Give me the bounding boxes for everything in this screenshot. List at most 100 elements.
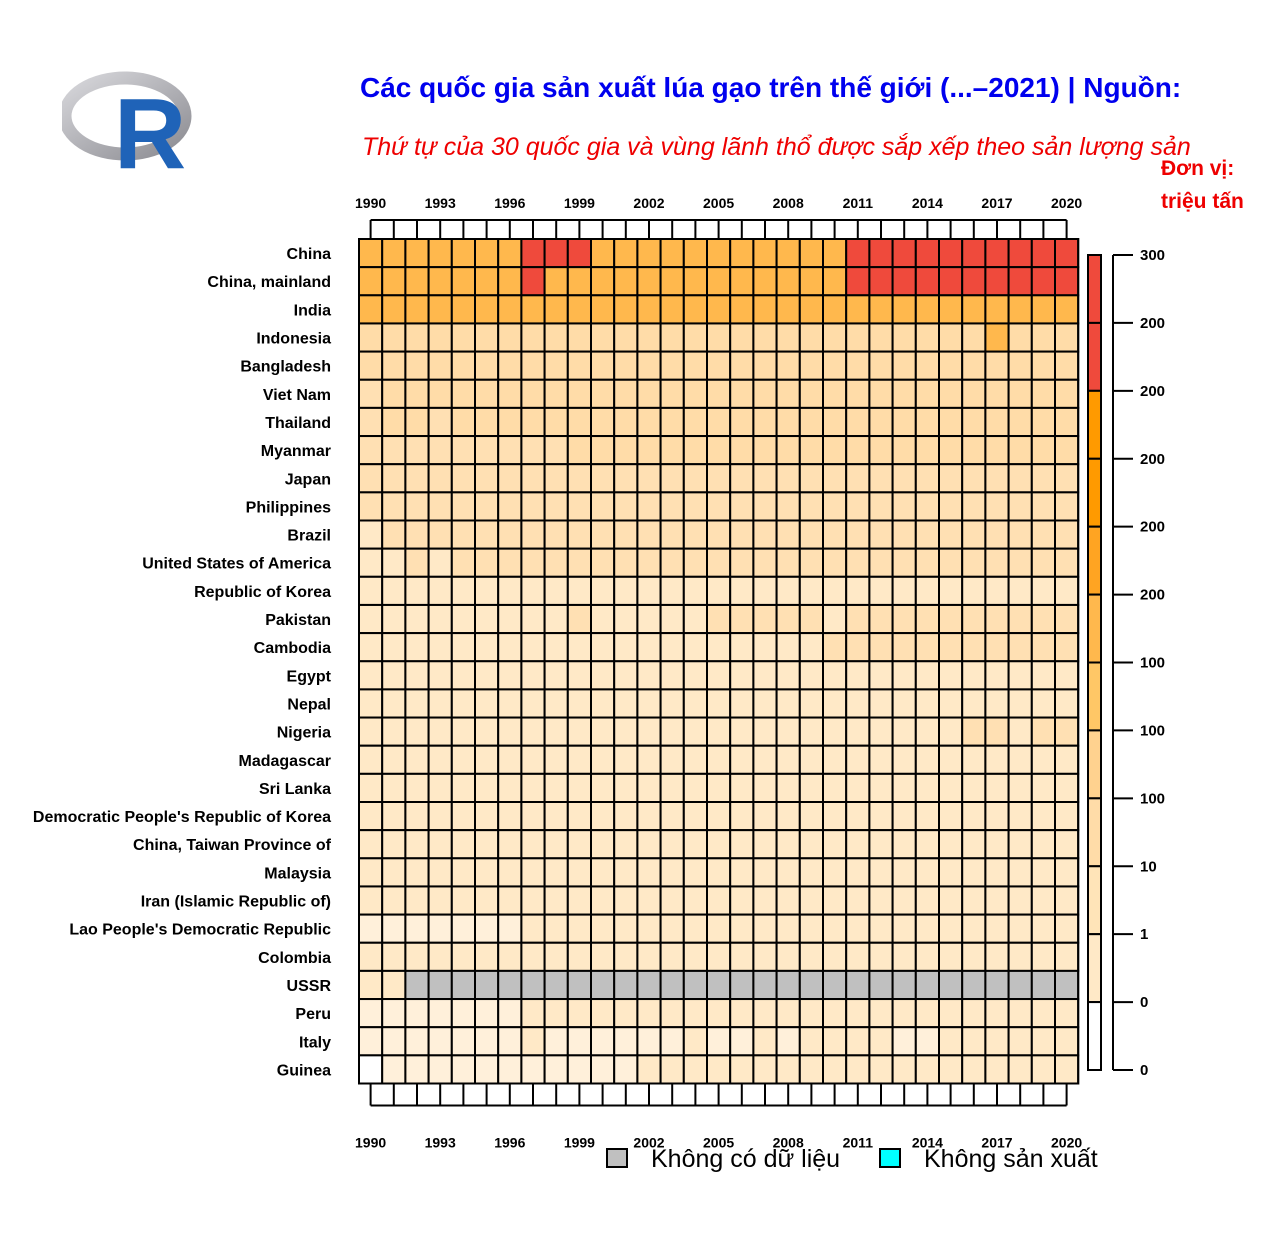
heatmap-cell	[427, 491, 453, 522]
heatmap-cell	[358, 491, 384, 522]
heatmap-cell	[822, 660, 848, 691]
heatmap-cell	[404, 350, 430, 381]
heatmap-cell	[961, 716, 987, 747]
heatmap-cell	[729, 688, 755, 719]
heatmap-cell	[938, 885, 964, 916]
heatmap-cell	[1007, 632, 1033, 663]
heatmap-cell	[520, 378, 546, 409]
heatmap-cell	[427, 463, 453, 494]
heatmap-cell	[1054, 1054, 1080, 1085]
heatmap-cell	[1030, 266, 1057, 297]
heatmap-cell	[404, 744, 430, 775]
heatmap-cell	[868, 435, 894, 466]
heatmap-cell	[845, 294, 871, 325]
x-tick-label-top: 2008	[773, 195, 804, 211]
heatmap-cell	[984, 294, 1010, 325]
heatmap-cell	[450, 294, 476, 325]
heatmap-cell	[682, 378, 708, 409]
heatmap-cell	[566, 294, 592, 325]
heatmap-cell	[450, 463, 476, 494]
heatmap-cell	[706, 941, 732, 972]
heatmap-cell	[891, 632, 917, 663]
heatmap-cell	[1007, 913, 1033, 944]
heatmap-cell	[1007, 716, 1033, 747]
heatmap-cell	[427, 294, 453, 325]
heatmap-cell	[775, 322, 801, 353]
heatmap-cell	[1030, 969, 1057, 1001]
heatmap-cell	[450, 575, 476, 606]
heatmap-cell	[520, 857, 546, 888]
country-label: Malaysia	[264, 865, 331, 882]
heatmap-cell	[381, 547, 407, 578]
heatmap-cell	[474, 688, 500, 719]
heatmap-cell	[566, 435, 592, 466]
heatmap-cell	[520, 238, 546, 269]
heatmap-cell	[682, 716, 708, 747]
heatmap-cell	[474, 406, 500, 438]
heatmap-cell	[497, 744, 523, 775]
heatmap-cell	[636, 266, 662, 297]
heatmap-cell	[752, 632, 778, 663]
heatmap-cell	[914, 632, 940, 663]
heatmap-cell	[613, 463, 639, 494]
heatmap-cell	[636, 632, 662, 663]
heatmap-cell	[613, 406, 639, 438]
heatmap-cell	[706, 913, 732, 944]
heatmap-cell	[381, 688, 407, 719]
heatmap-cell	[891, 744, 917, 775]
heatmap-cell	[358, 463, 384, 494]
heatmap-cell	[450, 491, 476, 522]
heatmap-cell	[845, 406, 871, 438]
heatmap-cell	[1030, 519, 1057, 550]
heatmap-cell	[520, 716, 546, 747]
heatmap-cell	[381, 294, 407, 325]
heatmap-cell	[543, 660, 569, 691]
heatmap-cell	[543, 1054, 569, 1085]
heatmap-cell	[497, 491, 523, 522]
country-label: Viet Nam	[263, 387, 331, 404]
heatmap-cell	[566, 744, 592, 775]
heatmap-cell	[984, 969, 1010, 1001]
heatmap-cell	[729, 941, 755, 972]
heatmap-cell	[474, 998, 500, 1029]
heatmap-cell	[1030, 829, 1057, 860]
heatmap-cell	[961, 772, 987, 803]
heatmap-cell	[845, 238, 871, 269]
heatmap-cell	[914, 772, 940, 803]
heatmap-cell	[775, 998, 801, 1029]
heatmap-cell	[358, 266, 384, 297]
heatmap-cell	[822, 519, 848, 550]
heatmap-cell	[706, 772, 732, 803]
heatmap-cell	[682, 744, 708, 775]
country-label: Bangladesh	[240, 359, 331, 376]
heatmap-cell	[729, 322, 755, 353]
heatmap-cell	[682, 969, 708, 1001]
heatmap-cell	[636, 857, 662, 888]
heatmap-cell	[682, 519, 708, 550]
heatmap-cell	[775, 575, 801, 606]
heatmap-cell	[427, 1026, 453, 1057]
heatmap-cell	[706, 463, 732, 494]
heatmap-cell	[404, 435, 430, 466]
heatmap-cell	[938, 801, 964, 832]
heatmap-cell	[543, 322, 569, 353]
heatmap-cell	[938, 969, 964, 1001]
heatmap-cell	[1054, 857, 1080, 888]
heatmap-cell	[427, 688, 453, 719]
heatmap-cell	[543, 969, 569, 1001]
heatmap-cell	[914, 406, 940, 438]
heatmap-cell	[984, 406, 1010, 438]
heatmap-cell	[543, 913, 569, 944]
heatmap-cell	[1030, 885, 1057, 916]
heatmap-cell	[474, 744, 500, 775]
heatmap-cell	[775, 941, 801, 972]
heatmap-cell	[566, 519, 592, 550]
heatmap-cell	[845, 829, 871, 860]
heatmap-cell	[1054, 969, 1080, 1001]
heatmap-cell	[381, 857, 407, 888]
heatmap-cell	[474, 969, 500, 1001]
heatmap-cell	[613, 435, 639, 466]
heatmap-cell	[984, 1026, 1010, 1057]
heatmap-cell	[636, 547, 662, 578]
heatmap-cell	[798, 266, 824, 297]
